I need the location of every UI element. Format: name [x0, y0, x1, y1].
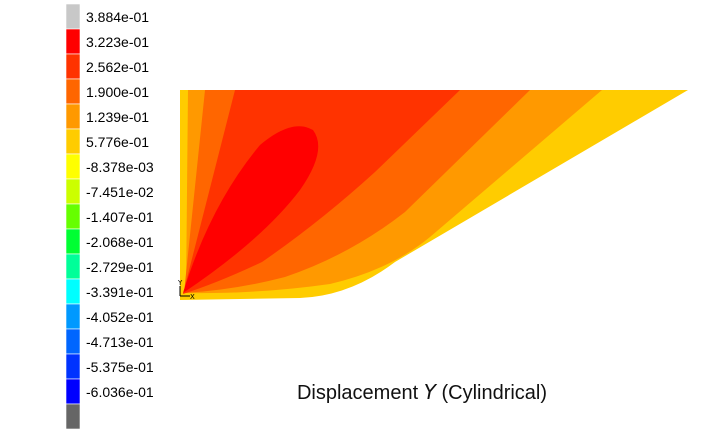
- legend-swatch: [65, 378, 81, 405]
- contour-region-band-4: [183, 90, 460, 294]
- title-suffix: (Cylindrical): [435, 382, 548, 404]
- title-prefix: Displacement: [296, 382, 424, 404]
- legend-swatch: [65, 278, 81, 305]
- legend-swatch: [65, 228, 81, 255]
- legend-swatch: [65, 203, 81, 230]
- legend-label: -4.713e-01: [86, 334, 154, 350]
- legend-swatch: [65, 28, 81, 55]
- contour-field: [180, 90, 688, 300]
- legend-label: -2.729e-01: [86, 259, 154, 275]
- legend-label: -3.391e-01: [86, 284, 154, 300]
- legend-swatch: [65, 53, 81, 80]
- legend-label: -6.036e-01: [86, 384, 154, 400]
- legend-swatch: [65, 303, 81, 330]
- legend-swatch: [65, 403, 81, 430]
- legend-swatch: [65, 3, 81, 30]
- legend-swatch: [65, 78, 81, 105]
- legend-label: -5.375e-01: [86, 359, 154, 375]
- legend-swatch: [65, 128, 81, 155]
- legend-swatch: [65, 253, 81, 280]
- legend-label: 2.562e-01: [86, 59, 149, 75]
- legend-label: 1.900e-01: [86, 84, 149, 100]
- contour-region-core: [183, 126, 319, 293]
- legend-label: 3.884e-01: [86, 9, 149, 25]
- legend-swatch: [65, 178, 81, 205]
- legend-label: -7.451e-02: [86, 184, 154, 200]
- legend-label: -8.378e-03: [86, 159, 154, 175]
- legend-label: -1.407e-01: [86, 209, 154, 225]
- legend-label: -2.068e-01: [86, 234, 154, 250]
- triad-x-label: X: [190, 293, 195, 301]
- legend-label: -4.052e-01: [86, 309, 154, 325]
- legend-swatch: [65, 103, 81, 130]
- triad-y-label: Y: [177, 279, 183, 287]
- legend-swatch: [65, 353, 81, 380]
- legend-swatch: [65, 153, 81, 180]
- legend-label: 1.239e-01: [86, 109, 149, 125]
- legend-label: 5.776e-01: [86, 134, 149, 150]
- legend-swatch: [65, 328, 81, 355]
- axis-triad: Y X: [177, 279, 195, 301]
- title-variable: Y: [423, 380, 436, 404]
- legend-label: 3.223e-01: [86, 34, 149, 50]
- color-legend: 3.884e-01 3.223e-01 2.562e-01 1.900e-01 1.23…: [65, 3, 154, 430]
- plot-title: Displacement Y (Cylindrical): [262, 380, 582, 405]
